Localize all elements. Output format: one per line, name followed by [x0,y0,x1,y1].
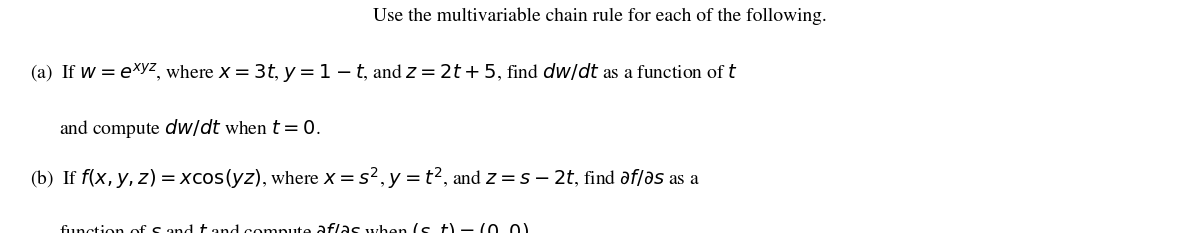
Text: and compute $dw/dt$ when $t = 0$.: and compute $dw/dt$ when $t = 0$. [30,116,320,140]
Text: (a)  If $w = e^{xyz}$, where $x = 3t$, $y = 1 - t$, and $z = 2t + 5$, find $dw/d: (a) If $w = e^{xyz}$, where $x = 3t$, $y… [30,61,738,85]
Text: (b)  If $f(x, y, z) = x\cos(yz)$, where $x = s^2$, $y = t^2$, and $z = s - 2t$, : (b) If $f(x, y, z) = x\cos(yz)$, where $… [30,165,700,191]
Text: Use the multivariable chain rule for each of the following.: Use the multivariable chain rule for eac… [373,7,827,25]
Text: function of $s$ and $t$ and compute $\partial f/\partial s$ when $(s, t) = (0, 0: function of $s$ and $t$ and compute $\pa… [30,221,534,233]
